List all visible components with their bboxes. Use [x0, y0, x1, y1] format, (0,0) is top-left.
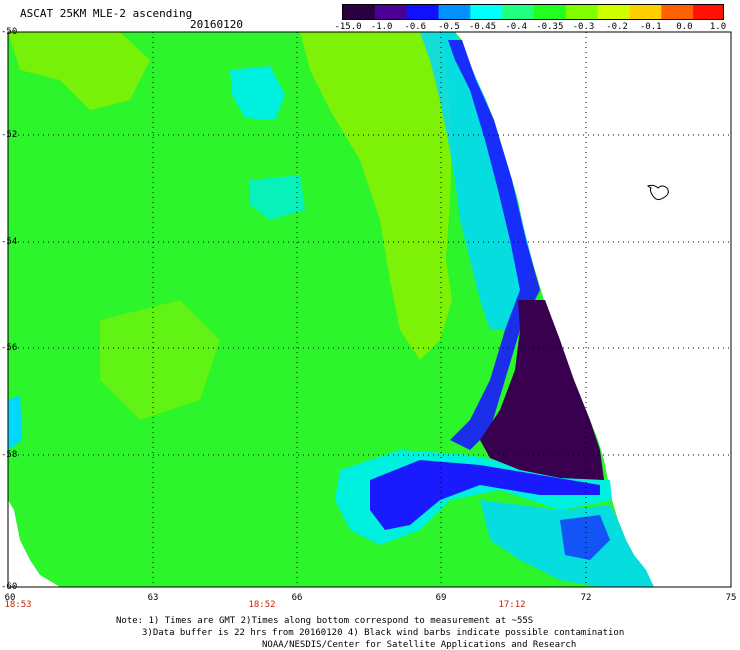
colorbar-swatch — [534, 5, 567, 19]
colorbar-swatch — [629, 5, 662, 19]
footer-note-line1: Note: 1) Times are GMT 2)Times along bot… — [116, 616, 534, 626]
footer-credit: NOAA/NESDIS/Center for Satellite Applica… — [262, 640, 577, 650]
colorbar-swatch — [502, 5, 535, 19]
colorbar-labels: -15.0 -1.0 -0.6 -0.5 -0.45 -0.4 -0.35 -0.3 -0.2 -… — [0, 22, 740, 36]
map-date: 20160120 — [190, 18, 243, 31]
longitude-label: 72 — [580, 593, 592, 603]
colorbar-swatch — [597, 5, 630, 19]
colorbar-swatch — [343, 5, 376, 19]
latitude-label: -52 — [1, 130, 18, 140]
swath-dark-purple-region — [480, 300, 604, 480]
colorbar-tick-label: -0.1 — [639, 22, 662, 32]
colorbar-tick-label: -1.0 — [370, 22, 393, 32]
latitude-label: -58 — [1, 450, 18, 460]
colorbar-swatch — [661, 5, 694, 19]
longitude-label: 69 — [435, 593, 447, 603]
swath-yellow-green-northwest — [8, 32, 150, 110]
pass-time-label: 18:53 — [4, 600, 32, 610]
swath-blue-south-swirl — [370, 460, 600, 530]
swath-yellow-green-central — [100, 300, 220, 420]
swath-yellow-green-north — [300, 32, 452, 360]
footer-note-line2: 3)Data buffer is 22 hrs from 20160120 4)… — [142, 628, 625, 638]
colorbar-tick-label: -0.6 — [404, 22, 427, 32]
swath-cyan-west-edge — [8, 395, 22, 450]
swath-data — [8, 32, 654, 587]
colorbar-tick-label: -0.4 — [505, 22, 528, 32]
colorbar-tick-label: -0.5 — [438, 22, 460, 32]
latitude-label: -54 — [1, 237, 18, 247]
latitude-label: -60 — [1, 582, 18, 592]
colorbar-swatch — [374, 5, 408, 19]
colorbar-swatch — [406, 5, 439, 19]
longitude-label: 60 — [4, 593, 16, 603]
pass-time-label: 18:52 — [248, 600, 276, 610]
longitude-label: 63 — [147, 593, 159, 603]
longitude-label: 66 — [291, 593, 303, 603]
longitude-label: 75 — [725, 593, 737, 603]
colorbar-swatch — [438, 5, 471, 19]
pass-time-label: 17:12 — [498, 600, 526, 610]
swath-blue-edge-band — [448, 40, 540, 450]
colorbar-swatch — [693, 5, 723, 19]
map-title: ASCAT 25KM MLE-2 ascending — [20, 7, 193, 20]
colorbar-tick-label: 1.0 — [709, 22, 727, 32]
swath-blue-southeast-patch — [560, 515, 610, 560]
grid-lines — [8, 32, 731, 587]
colorbar — [342, 4, 724, 20]
colorbar-tick-label: -0.3 — [572, 22, 595, 32]
latitude-label: -50 — [1, 27, 18, 37]
colorbar-tick-label: -15.0 — [334, 22, 362, 32]
colorbar-swatch — [565, 5, 599, 19]
colorbar-tick-label: 0.0 — [676, 22, 693, 32]
swath-cyan-patch-north — [230, 66, 285, 120]
island-outline — [646, 184, 669, 201]
colorbar-tick-label: -0.45 — [468, 22, 497, 32]
map-frame — [7, 31, 732, 588]
latitude-label: -56 — [1, 343, 18, 353]
swath-aqua-edge-band — [420, 32, 532, 330]
colorbar-swatch — [470, 5, 503, 19]
colorbar-tick-label: -0.35 — [536, 22, 564, 32]
swath-cyan-patch-center — [250, 175, 305, 220]
colorbar-tick-label: -0.2 — [606, 22, 628, 32]
